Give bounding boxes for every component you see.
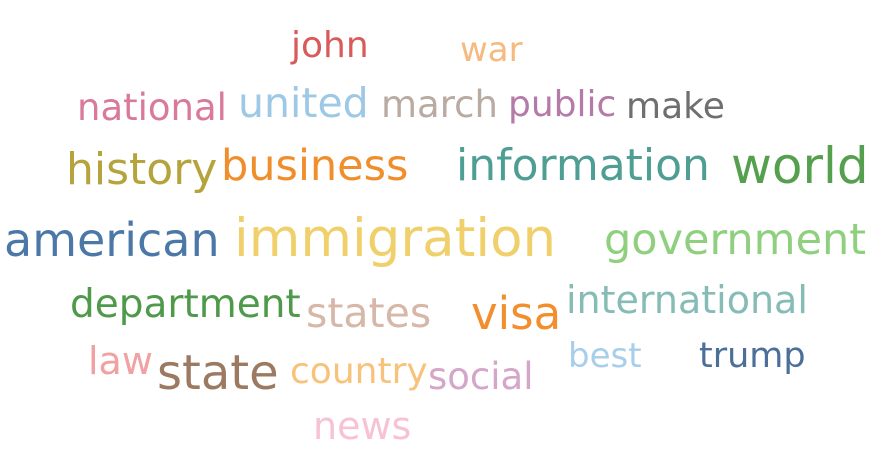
word-state[interactable]: state bbox=[157, 345, 279, 401]
word-government[interactable]: government bbox=[604, 215, 867, 265]
word-business[interactable]: business bbox=[221, 141, 409, 191]
word-best[interactable]: best bbox=[568, 336, 642, 376]
word-country[interactable]: country bbox=[290, 351, 428, 392]
word-visa[interactable]: visa bbox=[471, 287, 562, 340]
word-march[interactable]: march bbox=[381, 83, 498, 126]
word-public[interactable]: public bbox=[508, 84, 617, 125]
word-trump[interactable]: trump bbox=[699, 336, 806, 376]
word-world[interactable]: world bbox=[731, 137, 869, 195]
word-national[interactable]: national bbox=[77, 86, 227, 129]
word-war[interactable]: war bbox=[460, 30, 523, 70]
word-news[interactable]: news bbox=[313, 404, 412, 448]
word-make[interactable]: make bbox=[626, 86, 725, 127]
word-information[interactable]: information bbox=[456, 140, 710, 191]
word-law[interactable]: law bbox=[88, 339, 153, 383]
word-american[interactable]: american bbox=[4, 213, 220, 267]
word-john[interactable]: john bbox=[291, 25, 369, 66]
word-immigration[interactable]: immigration bbox=[234, 208, 557, 269]
word-social[interactable]: social bbox=[428, 355, 534, 398]
word-history[interactable]: history bbox=[66, 144, 218, 195]
word-united[interactable]: united bbox=[238, 79, 369, 127]
word-international[interactable]: international bbox=[566, 278, 808, 322]
word-department[interactable]: department bbox=[70, 282, 301, 327]
word-states[interactable]: states bbox=[306, 289, 432, 337]
